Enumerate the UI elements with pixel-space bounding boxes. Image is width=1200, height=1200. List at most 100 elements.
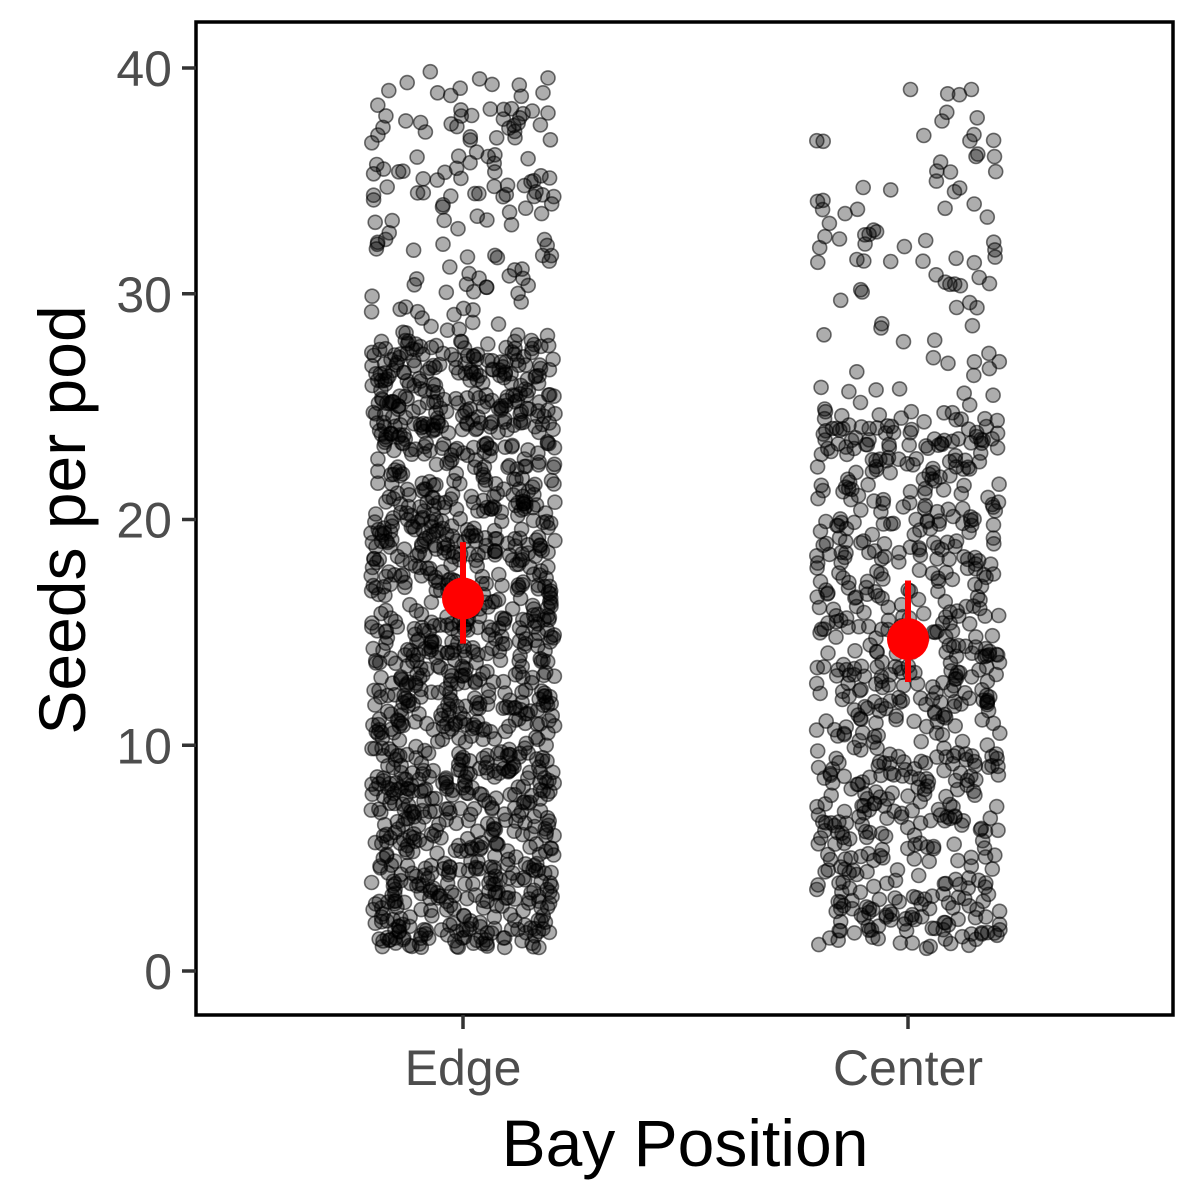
data-point [439, 927, 456, 943]
data-point [529, 408, 546, 425]
data-point [871, 754, 888, 770]
data-point [375, 578, 392, 595]
data-point [486, 731, 503, 747]
data-point [987, 242, 1003, 258]
data-point [488, 130, 505, 146]
y-tick-label: 20 [116, 493, 172, 549]
data-point [367, 214, 384, 231]
data-point [967, 757, 984, 774]
data-point [989, 440, 1006, 456]
data-point [524, 340, 540, 357]
data-point [395, 324, 411, 341]
data-point [857, 236, 873, 252]
data-point [409, 149, 425, 165]
data-point [503, 365, 519, 382]
data-point [869, 644, 886, 660]
data-point [501, 762, 518, 779]
data-point [911, 562, 928, 579]
data-point [449, 440, 465, 457]
data-point [515, 903, 531, 919]
data-point [446, 472, 462, 489]
data-point [524, 103, 541, 119]
data-point [824, 761, 841, 777]
data-point [876, 548, 893, 565]
data-point [373, 372, 390, 389]
data-point [910, 591, 927, 608]
data-point [811, 599, 828, 616]
data-point [514, 576, 531, 593]
data-point [530, 577, 546, 594]
data-point [387, 462, 403, 478]
data-point [429, 85, 446, 101]
data-point [539, 237, 556, 254]
data-point [431, 888, 448, 904]
data-point [466, 520, 482, 537]
data-point [973, 820, 990, 837]
data-point [509, 461, 525, 477]
data-point [381, 932, 398, 949]
data-point [924, 888, 941, 905]
data-point [865, 878, 882, 895]
data-point [404, 765, 421, 781]
data-point [936, 762, 952, 779]
data-point [892, 935, 909, 951]
data-point [899, 840, 916, 857]
data-point [915, 253, 931, 270]
data-point [505, 486, 521, 503]
data-point [363, 619, 380, 635]
data-point [869, 740, 885, 756]
data-point [967, 787, 983, 804]
data-point [909, 889, 925, 906]
data-point [945, 677, 962, 694]
data-point [977, 410, 993, 427]
data-point [885, 424, 902, 441]
data-point [516, 638, 533, 655]
data-point [944, 623, 961, 640]
data-point [854, 284, 871, 300]
data-point [547, 532, 563, 549]
data-point [464, 314, 481, 331]
data-point [979, 673, 996, 690]
data-point [963, 849, 980, 866]
data-point [929, 623, 946, 640]
data-point [948, 250, 964, 267]
data-point [482, 101, 499, 117]
data-point [381, 564, 397, 580]
data-point [821, 215, 838, 232]
data-point [545, 188, 562, 205]
data-point [541, 415, 558, 431]
data-point [817, 796, 834, 812]
data-point [530, 862, 547, 878]
data-point [514, 684, 530, 701]
data-point [530, 912, 547, 929]
data-point [511, 620, 528, 636]
data-point [498, 699, 514, 716]
data-point [924, 471, 940, 487]
data-point [457, 734, 474, 750]
data-point [512, 745, 528, 762]
data-point [969, 146, 986, 162]
data-point [482, 859, 499, 875]
data-point [507, 340, 523, 357]
data-point [872, 451, 888, 468]
data-point [481, 440, 498, 456]
data-point [545, 459, 562, 476]
data-point [912, 547, 929, 564]
data-point [948, 299, 965, 316]
data-point [918, 940, 935, 957]
data-point [363, 874, 380, 891]
data-point [405, 518, 421, 535]
data-point [542, 132, 559, 148]
data-point [406, 808, 423, 825]
data-point [924, 679, 941, 695]
data-point [435, 236, 451, 252]
data-point [989, 412, 1006, 429]
data-point [448, 390, 464, 407]
data-point [435, 718, 452, 735]
data-point [903, 421, 920, 438]
data-point [436, 391, 452, 408]
data-point [451, 321, 468, 338]
data-point [378, 833, 395, 850]
data-point [367, 405, 384, 422]
data-point [532, 537, 549, 554]
